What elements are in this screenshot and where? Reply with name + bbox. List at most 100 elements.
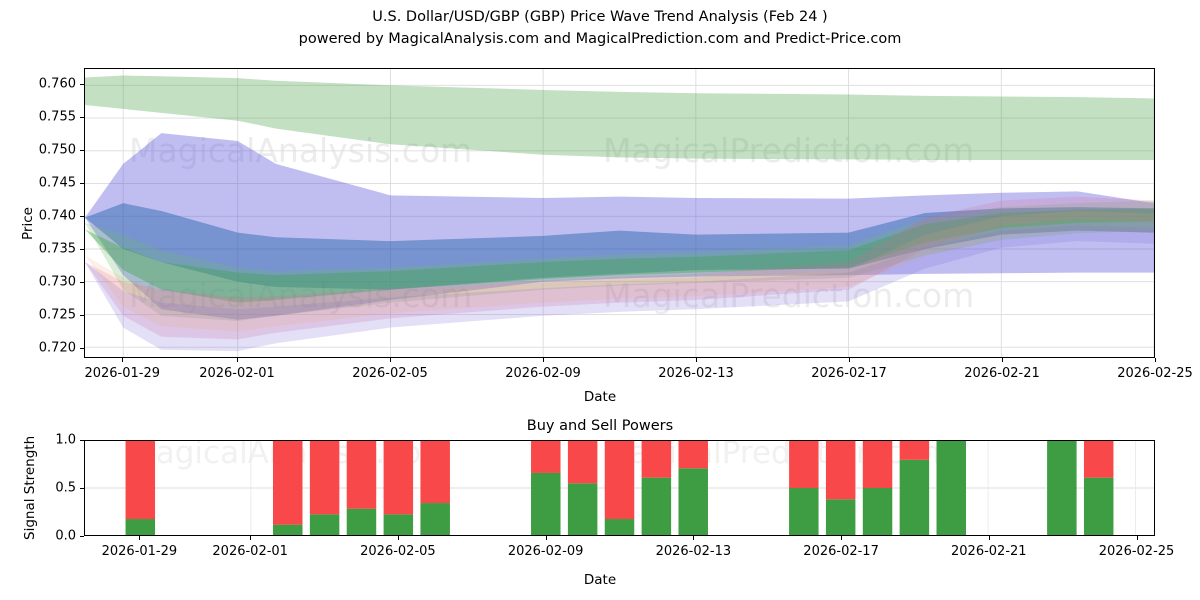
bars-x-tick-label: 2026-02-09	[507, 544, 584, 559]
bar-group	[125, 441, 156, 535]
price-wave-bands	[85, 69, 1154, 357]
bar-group	[1083, 441, 1114, 535]
sell-power-segment	[309, 441, 340, 515]
y-tick-mark	[80, 183, 84, 185]
bars-x-tick-label: 2026-02-25	[1098, 544, 1175, 559]
x-tick-label: 2026-02-21	[964, 366, 1040, 381]
sell-power-segment	[789, 441, 819, 488]
band-upper-green-band	[85, 75, 1154, 160]
bars-x-tick-mark	[841, 536, 843, 540]
date-axis-label-bars: Date	[583, 572, 617, 588]
band-lower-green-halo	[85, 200, 1154, 321]
x-tick-label: 2026-02-25	[1117, 366, 1193, 381]
bar-group	[678, 441, 708, 535]
y-tick-label: 0.740	[38, 208, 76, 224]
bar-group	[789, 441, 819, 535]
bar-group	[604, 441, 635, 535]
sell-power-segment	[1083, 441, 1114, 478]
bar-group	[899, 441, 930, 535]
y-tick-label: 0.730	[38, 274, 76, 290]
signal-y-tick-mark	[80, 488, 84, 489]
buy-sell-title: Buy and Sell Powers	[526, 418, 674, 434]
signal-y-tick-label: 0.5	[55, 480, 76, 496]
bar-group	[936, 441, 967, 535]
buy-power-segment	[678, 468, 708, 535]
bars-x-tick-label: 2026-01-29	[101, 544, 178, 559]
buy-power-segment	[309, 514, 340, 535]
y-tick-label: 0.755	[38, 109, 76, 125]
x-tick-label: 2026-02-01	[199, 366, 275, 381]
buy-power-segment	[346, 508, 377, 535]
bar-group	[309, 441, 340, 535]
y-tick-label: 0.725	[38, 307, 76, 323]
sell-power-segment	[383, 441, 414, 515]
sell-power-segment	[272, 441, 303, 525]
buy-power-segment	[825, 499, 856, 535]
band-blue-core-band	[85, 203, 1154, 290]
buy-power-segment	[789, 488, 819, 535]
sell-power-segment	[567, 441, 598, 484]
y-tick-label: 0.760	[38, 76, 76, 92]
buy-power-segment	[899, 459, 930, 535]
bar-group	[531, 441, 561, 535]
buy-power-segment	[862, 488, 893, 535]
bar-group	[383, 441, 414, 535]
buy-power-segment	[125, 519, 156, 535]
buy-power-segment	[383, 514, 414, 535]
x-tick-mark	[1002, 358, 1003, 362]
x-tick-label: 2026-01-29	[84, 366, 161, 381]
bar-group	[420, 441, 450, 535]
bar-group	[825, 441, 856, 535]
buy-power-segment	[641, 477, 672, 535]
band-peach-band	[85, 211, 1154, 332]
buy-power-segment	[604, 519, 635, 535]
y-tick-mark	[80, 249, 84, 251]
price-wave-plot-area: MagicalAnalysis.com MagicalPrediction.co…	[84, 68, 1155, 358]
sell-power-segment	[641, 441, 672, 478]
sell-power-segment	[825, 441, 856, 500]
signal-y-tick-mark	[80, 536, 84, 537]
page-subtitle: powered by MagicalAnalysis.com and Magic…	[298, 31, 902, 47]
bars-x-tick-mark	[545, 536, 547, 540]
buy-power-segment	[531, 472, 561, 535]
x-tick-mark	[237, 358, 238, 362]
y-tick-label: 0.720	[38, 340, 76, 356]
buy-power-segment	[272, 524, 303, 535]
x-tick-mark	[122, 358, 124, 362]
bars-x-tick-label: 2026-02-01	[212, 544, 288, 559]
sell-power-segment	[604, 441, 635, 520]
bars-x-tick-mark	[250, 536, 252, 540]
y-tick-label: 0.735	[38, 241, 76, 257]
bars-x-tick-mark	[988, 536, 990, 540]
bars-x-tick-label: 2026-02-13	[655, 544, 732, 559]
sell-power-segment	[125, 441, 156, 520]
y-tick-label: 0.750	[38, 142, 76, 158]
x-tick-mark	[543, 358, 544, 362]
sell-power-segment	[899, 441, 930, 460]
bars-x-tick-label: 2026-02-17	[803, 544, 879, 559]
x-tick-label: 2026-02-05	[352, 366, 428, 381]
signal-y-tick-mark	[80, 440, 84, 441]
buy-sell-bars	[85, 441, 1154, 535]
x-tick-label: 2026-02-09	[505, 366, 581, 381]
x-tick-mark	[390, 358, 391, 362]
sell-power-segment	[678, 441, 708, 469]
bars-x-tick-mark	[139, 536, 141, 540]
sell-power-segment	[346, 441, 377, 509]
buy-sell-plot-area: MagicalAnalysis.com MagicalPrediction.co…	[84, 440, 1155, 536]
sell-power-segment	[862, 441, 893, 488]
bar-group	[346, 441, 377, 535]
x-tick-mark	[696, 358, 697, 362]
sell-power-segment	[420, 441, 450, 504]
sell-power-segment	[531, 441, 561, 473]
x-tick-mark	[1155, 358, 1156, 362]
bars-x-tick-mark	[397, 536, 399, 540]
bar-group	[641, 441, 672, 535]
buy-power-segment	[1083, 477, 1114, 535]
x-tick-mark	[849, 358, 850, 362]
y-tick-mark	[80, 282, 84, 284]
bar-group	[272, 441, 303, 535]
bars-x-tick-mark	[693, 536, 695, 540]
bars-x-tick-label: 2026-02-21	[951, 544, 1027, 559]
bar-group	[567, 441, 598, 535]
